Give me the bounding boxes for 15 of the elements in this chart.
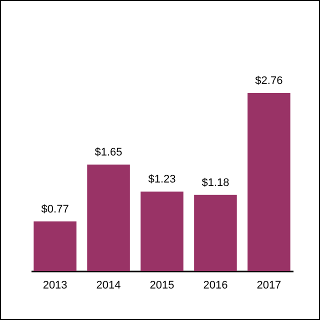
data-label: $1.65	[94, 146, 122, 159]
x-tick-label: 2016	[203, 280, 228, 292]
bar	[87, 164, 130, 271]
bar	[34, 221, 76, 271]
bar	[140, 192, 184, 271]
x-tick-label: 2014	[96, 280, 121, 292]
data-label: $1.23	[148, 174, 176, 186]
bar	[194, 194, 237, 271]
bar	[248, 93, 290, 271]
x-tick-label: 2013	[42, 280, 68, 292]
x-tick-label: 2017	[256, 280, 282, 292]
data-label: $2.76	[255, 75, 283, 87]
data-label: $1.18	[202, 176, 230, 189]
x-tick-label: 2015	[150, 280, 174, 292]
data-label: $0.77	[41, 203, 69, 216]
